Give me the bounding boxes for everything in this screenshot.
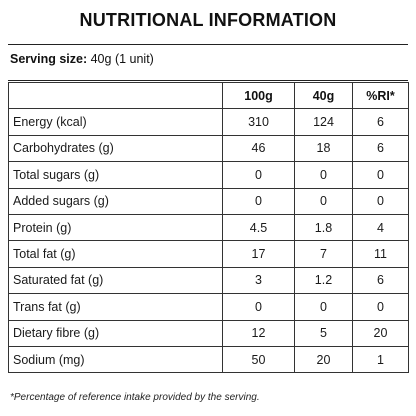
nutrient-name: Added sugars (g) xyxy=(8,187,223,215)
table-row: Added sugars (g) 0 0 0 xyxy=(8,187,409,215)
serving-divider xyxy=(8,80,408,81)
table-row: Saturated fat (g) 3 1.2 6 xyxy=(8,266,409,295)
value-ri: 0 xyxy=(352,187,409,215)
table-row: Trans fat (g) 0 0 0 xyxy=(8,293,409,321)
value-per-40g: 0 xyxy=(294,293,353,321)
table-row: Sodium (mg) 50 20 1 xyxy=(8,345,409,374)
value-per-100g: 0 xyxy=(222,161,295,189)
nutrition-table: 100g 40g %RI* Energy (kcal) 310 124 6 Ca… xyxy=(8,81,409,374)
nutrient-name: Energy (kcal) xyxy=(8,108,223,136)
header-ri: %RI* xyxy=(352,81,409,110)
value-per-100g: 50 xyxy=(222,345,295,374)
header-nutrient xyxy=(8,81,223,110)
serving-size: Serving size: 40g (1 unit) xyxy=(10,52,154,66)
value-ri: 6 xyxy=(352,134,409,163)
value-per-40g: 5 xyxy=(294,319,353,347)
table-row: Total fat (g) 17 7 11 xyxy=(8,240,409,268)
value-per-40g: 0 xyxy=(294,187,353,215)
value-per-40g: 1.8 xyxy=(294,213,353,242)
value-ri: 11 xyxy=(352,240,409,268)
serving-size-value: 40g (1 unit) xyxy=(90,52,154,66)
value-ri: 0 xyxy=(352,161,409,189)
footnote: *Percentage of reference intake provided… xyxy=(10,392,260,403)
serving-size-label: Serving size: xyxy=(10,52,88,66)
value-ri: 20 xyxy=(352,319,409,347)
top-divider xyxy=(8,44,408,45)
header-per-40g: 40g xyxy=(294,81,353,110)
nutrient-name: Carbohydrates (g) xyxy=(8,134,223,163)
nutrient-name: Total fat (g) xyxy=(8,240,223,268)
table-row: Energy (kcal) 310 124 6 xyxy=(8,108,409,136)
table-row: Total sugars (g) 0 0 0 xyxy=(8,161,409,189)
value-per-40g: 124 xyxy=(294,108,353,136)
header-per-100g: 100g xyxy=(222,81,295,110)
nutrient-name: Dietary fibre (g) xyxy=(8,319,223,347)
table-row: Carbohydrates (g) 46 18 6 xyxy=(8,134,409,163)
page-title: NUTRITIONAL INFORMATION xyxy=(79,10,337,30)
value-ri: 6 xyxy=(352,266,409,295)
value-per-40g: 20 xyxy=(294,345,353,374)
value-ri: 4 xyxy=(352,213,409,242)
nutrient-name: Saturated fat (g) xyxy=(8,266,223,295)
value-per-100g: 3 xyxy=(222,266,295,295)
value-per-100g: 4.5 xyxy=(222,213,295,242)
table-row: Protein (g) 4.5 1.8 4 xyxy=(8,213,409,242)
value-per-100g: 0 xyxy=(222,187,295,215)
value-per-100g: 12 xyxy=(222,319,295,347)
value-per-100g: 0 xyxy=(222,293,295,321)
value-ri: 0 xyxy=(352,293,409,321)
value-per-40g: 1.2 xyxy=(294,266,353,295)
value-per-100g: 46 xyxy=(222,134,295,163)
table-row: Dietary fibre (g) 12 5 20 xyxy=(8,319,409,347)
value-per-40g: 7 xyxy=(294,240,353,268)
value-per-40g: 0 xyxy=(294,161,353,189)
value-ri: 1 xyxy=(352,345,409,374)
value-ri: 6 xyxy=(352,108,409,136)
table-header-row: 100g 40g %RI* xyxy=(8,81,409,110)
nutrient-name: Trans fat (g) xyxy=(8,293,223,321)
nutrient-name: Total sugars (g) xyxy=(8,161,223,189)
nutrient-name: Sodium (mg) xyxy=(8,345,223,374)
nutrient-name: Protein (g) xyxy=(8,213,223,242)
value-per-100g: 310 xyxy=(222,108,295,136)
value-per-100g: 17 xyxy=(222,240,295,268)
value-per-40g: 18 xyxy=(294,134,353,163)
